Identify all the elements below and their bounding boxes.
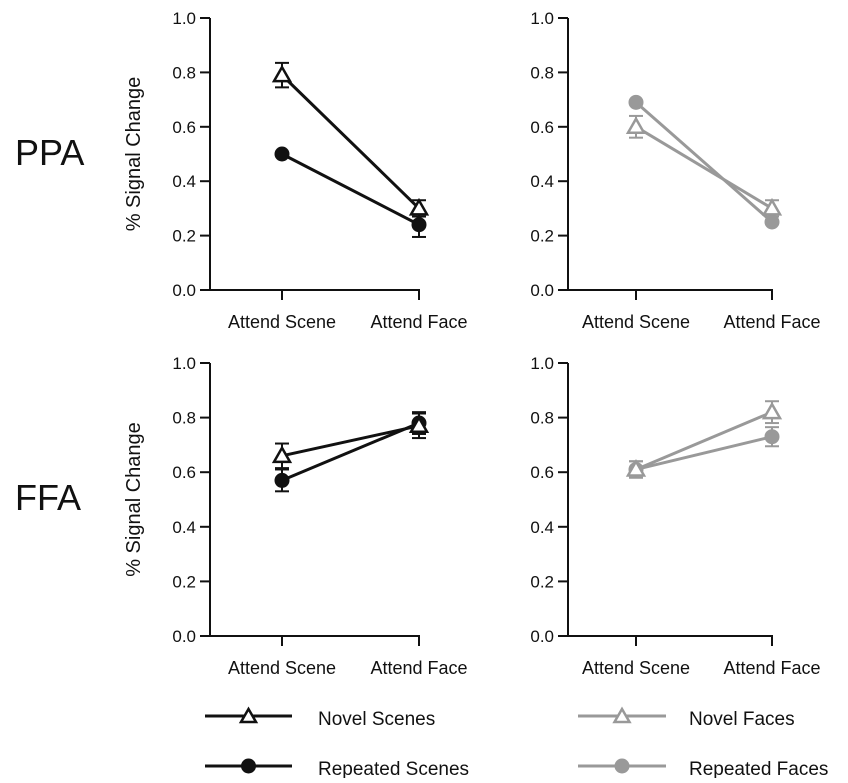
x-tick-label: Attend Face [370, 658, 467, 678]
y-tick-label: 0.6 [530, 463, 554, 482]
y-tick-label: 0.8 [530, 63, 554, 82]
x-tick-label: Attend Face [370, 312, 467, 332]
legend-marker-repeated-faces [615, 759, 630, 774]
y-tick-label: 0.2 [172, 227, 196, 246]
x-tick-label: Attend Scene [582, 312, 690, 332]
data-point-repeated-scenes [275, 147, 290, 162]
y-tick-label: 1.0 [530, 354, 554, 373]
y-tick-label: 0.2 [172, 572, 196, 591]
chart-panel-4: 0.0 0.2 0.4 0.6 0.8 1.0 Attend Scene Attend Fac… [530, 354, 820, 678]
x-tick-label: Attend Scene [228, 312, 336, 332]
y-axis-title: % Signal Change [123, 77, 145, 232]
data-point-repeated-scenes [412, 217, 427, 232]
x-tick-label: Attend Face [723, 658, 820, 678]
y-tick-label: 0.0 [172, 281, 196, 300]
chart-panel-1: 0.0 0.2 0.4 0.6 0.8 1.0 Attend Scene Attend Fac… [123, 9, 468, 332]
y-tick-label: 0.4 [530, 172, 554, 191]
y-tick-label: 1.0 [530, 9, 554, 28]
series-line-repeated-faces [636, 102, 772, 222]
data-point-novel-faces [764, 200, 780, 214]
y-tick-label: 0.8 [530, 409, 554, 428]
y-tick-label: 0.2 [530, 572, 554, 591]
legend-label-repeated-scenes: Repeated Scenes [318, 759, 469, 778]
y-tick-label: 0.6 [530, 118, 554, 137]
legend-label-repeated-faces: Repeated Faces [689, 759, 828, 778]
y-tick-label: 0.0 [530, 627, 554, 646]
y-tick-label: 1.0 [172, 354, 196, 373]
y-tick-label: 0.0 [530, 281, 554, 300]
chart-panels: 0.0 0.2 0.4 0.6 0.8 1.0 Attend Scene Attend Fac… [123, 9, 821, 678]
series-line-novel-faces [636, 127, 772, 209]
x-tick-label: Attend Face [723, 312, 820, 332]
y-tick-label: 0.0 [172, 627, 196, 646]
y-tick-label: 0.8 [172, 409, 196, 428]
y-tick-label: 1.0 [172, 9, 196, 28]
x-tick-label: Attend Scene [582, 658, 690, 678]
legend-marker-repeated-scenes [241, 759, 256, 774]
data-point-repeated-faces [629, 95, 644, 110]
legend: Novel Scenes Repeated Scenes Novel Faces… [205, 709, 828, 778]
y-tick-label: 0.6 [172, 118, 196, 137]
x-tick-label: Attend Scene [228, 658, 336, 678]
data-point-repeated-faces [765, 215, 780, 230]
y-tick-label: 0.8 [172, 63, 196, 82]
data-point-repeated-scenes [275, 473, 290, 488]
row-label-ppa: PPA [15, 132, 84, 173]
y-tick-label: 0.6 [172, 463, 196, 482]
data-point-novel-scenes [274, 67, 290, 81]
chart-panel-2: 0.0 0.2 0.4 0.6 0.8 1.0 Attend Scene Attend Fac… [530, 9, 820, 332]
row-label-ffa: FFA [15, 477, 81, 518]
data-point-novel-faces [628, 119, 644, 133]
y-tick-label: 0.2 [530, 227, 554, 246]
y-axis-title: % Signal Change [123, 422, 145, 577]
y-tick-label: 0.4 [172, 172, 196, 191]
data-point-repeated-faces [765, 429, 780, 444]
y-tick-label: 0.4 [530, 518, 554, 537]
data-point-novel-faces [764, 404, 780, 418]
chart-panel-3: 0.0 0.2 0.4 0.6 0.8 1.0 Attend Scene Attend Fac… [123, 354, 468, 678]
legend-label-novel-scenes: Novel Scenes [318, 709, 435, 730]
legend-label-novel-faces: Novel Faces [689, 709, 795, 730]
y-tick-label: 0.4 [172, 518, 196, 537]
